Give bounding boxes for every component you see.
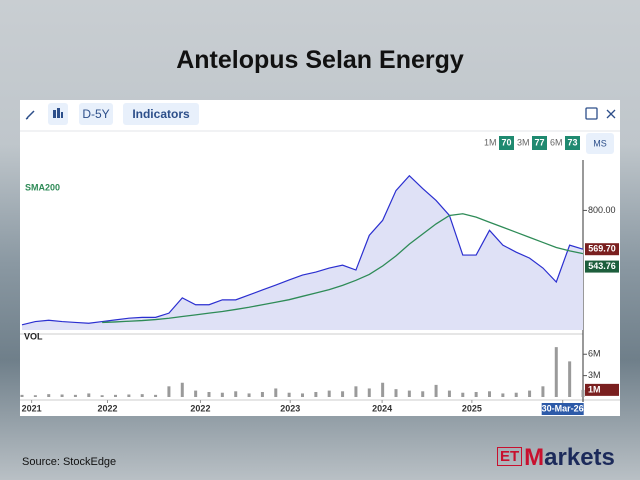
chart-title: Antelopus Selan Energy — [176, 46, 464, 74]
last-value-label: 543.76 — [588, 261, 616, 271]
score-box — [532, 136, 547, 150]
volume-bar — [434, 384, 438, 397]
volume-bar — [260, 392, 264, 397]
volume-bar — [381, 382, 385, 397]
logo-rest: arkets — [544, 444, 615, 471]
volume-bar — [167, 386, 171, 397]
period-score: 77 — [534, 137, 544, 147]
volume-bar — [327, 390, 331, 397]
volume-bar — [394, 389, 398, 397]
price-line — [21, 174, 584, 326]
volume-bar — [234, 391, 238, 397]
period-label: 3M — [517, 137, 530, 147]
chart-type-button[interactable] — [48, 103, 68, 125]
last-value-tag — [585, 260, 619, 273]
volume-bar — [154, 394, 158, 397]
logo-m: M — [524, 444, 545, 471]
volume-bar — [114, 394, 117, 397]
volume-bar — [354, 386, 358, 397]
save-icon[interactable] — [585, 107, 598, 120]
volume-bar — [447, 390, 451, 397]
x-tick-label: 2022 — [190, 403, 210, 413]
volume-bar — [287, 392, 291, 397]
x-tick-label: 2025 — [462, 403, 482, 413]
last-volume-tag — [585, 383, 619, 396]
volume-bar — [407, 390, 411, 397]
x-tick-label: 2023 — [280, 403, 300, 413]
volume-bar — [47, 394, 51, 397]
y-tick-label: 6M — [588, 349, 601, 359]
y-tick-label: 800.00 — [588, 205, 616, 215]
last-volume-label: 1M — [588, 384, 601, 394]
x-tick-label: 2022 — [97, 403, 117, 413]
volume-bar — [528, 390, 532, 397]
ms-button[interactable] — [586, 133, 614, 154]
volume-bar — [514, 392, 518, 397]
volume-bar — [20, 394, 24, 397]
x-tick-label: 30-Mar-26 — [542, 403, 584, 413]
volume-bar — [301, 393, 304, 397]
volume-bar — [581, 389, 585, 397]
volume-bar — [100, 395, 104, 397]
draw-icon[interactable] — [25, 110, 35, 120]
legend-label: SMA200 — [25, 182, 60, 192]
logo-et: ET — [497, 447, 523, 466]
last-value-tag — [585, 243, 619, 256]
bar-icon — [53, 108, 63, 118]
volume-bar — [220, 392, 224, 397]
volume-bar — [474, 392, 478, 397]
volume-bar — [194, 390, 198, 397]
volume-bar — [367, 388, 371, 397]
volume-bar — [140, 394, 144, 397]
volume-bar — [127, 394, 131, 397]
volume-bar — [554, 347, 558, 397]
volume-bar — [488, 391, 491, 397]
crosshair-date-box — [541, 403, 584, 415]
volume-bar — [541, 386, 545, 397]
volume-bar — [87, 393, 91, 397]
price-area — [22, 175, 583, 330]
volume-bar — [247, 393, 251, 397]
volume-bar — [501, 393, 505, 397]
sma-line — [102, 213, 584, 324]
logo: ET Markets — [497, 444, 615, 472]
score-box — [499, 136, 514, 150]
volume-bar — [180, 382, 184, 397]
volume-bar — [33, 395, 37, 397]
range-button[interactable]: D-5Y — [79, 103, 113, 125]
period-score: 70 — [501, 137, 511, 147]
volume-bar — [207, 392, 211, 397]
y-tick-label: 3M — [588, 370, 601, 380]
x-tick-label: 2024 — [372, 403, 392, 413]
period-label: 6M — [550, 137, 563, 147]
volume-bar — [274, 388, 278, 397]
volume-bar — [461, 392, 465, 397]
ms-label: MS — [593, 138, 607, 148]
volume-bar — [568, 361, 572, 397]
period-label: 1M — [484, 137, 497, 147]
volume-bar — [60, 394, 64, 397]
score-box — [565, 136, 580, 150]
volume-bar — [314, 392, 318, 397]
x-tick-label: 2021 — [22, 403, 42, 413]
period-score: 73 — [567, 137, 577, 147]
source: Source: StockEdge — [22, 456, 117, 468]
last-value-label: 569.70 — [588, 244, 616, 254]
volume-bar — [341, 391, 345, 397]
indicators-button[interactable]: Indicators — [123, 103, 199, 125]
volume-bar — [421, 391, 425, 397]
expand-icon[interactable] — [606, 109, 616, 119]
volume-bar — [73, 394, 77, 397]
panel-title: VOL — [24, 331, 43, 341]
